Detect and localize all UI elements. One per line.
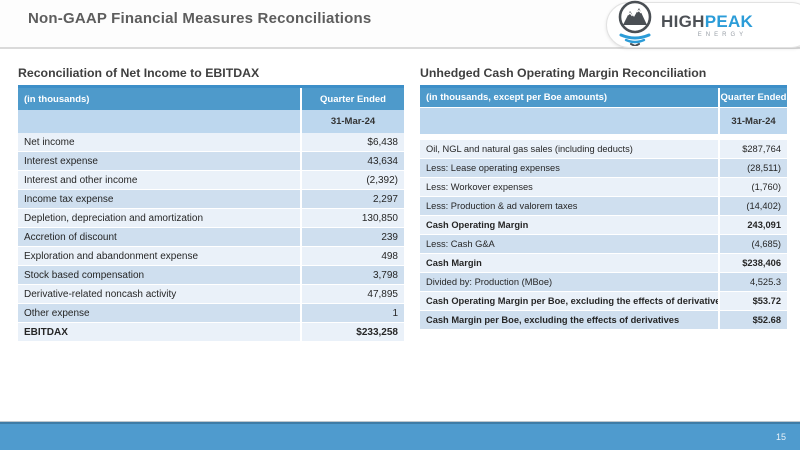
row-label: Less: Lease operating expenses xyxy=(426,163,560,173)
table-row: Less: Workover expenses (1,760) xyxy=(420,178,787,197)
table-row: EBITDAX $233,258 xyxy=(18,323,404,342)
table-row: Interest expense 43,634 xyxy=(18,152,404,171)
row-label: Interest expense xyxy=(24,155,98,167)
brand-text: HIGHPEAK ENERGY xyxy=(661,13,753,38)
table-body: Oil, NGL and natural gas sales (includin… xyxy=(420,140,787,330)
row-value: 1 xyxy=(300,304,404,322)
units-header: (in thousands) xyxy=(24,93,90,105)
table-row: Accretion of discount 239 xyxy=(18,228,404,247)
brand-peak: PEAK xyxy=(704,11,754,31)
row-value: $53.72 xyxy=(718,292,787,310)
row-label: Stock based compensation xyxy=(24,269,145,281)
row-value: (4,685) xyxy=(718,235,787,253)
slide-title: Non-GAAP Financial Measures Reconciliati… xyxy=(28,10,372,27)
table-row: Less: Lease operating expenses (28,511) xyxy=(420,159,787,178)
company-logo: HIGHPEAK ENERGY xyxy=(606,0,800,51)
row-value: 130,850 xyxy=(300,209,404,227)
page-number: 15 xyxy=(775,432,786,442)
brand-wordmark: HIGHPEAK xyxy=(661,13,753,30)
table-row: Depletion, depreciation and amortization… xyxy=(18,209,404,228)
row-label: Interest and other income xyxy=(24,174,138,186)
row-label: Derivative-related noncash activity xyxy=(24,288,177,300)
row-value: (14,402) xyxy=(718,197,787,215)
row-label: Cash Operating Margin per Boe, excluding… xyxy=(426,296,718,306)
row-value: 243,091 xyxy=(718,216,787,234)
row-value: 3,798 xyxy=(300,266,404,284)
mountain-logo-icon xyxy=(615,0,655,51)
row-label: Less: Workover expenses xyxy=(426,182,533,192)
period-header: Quarter Ended xyxy=(300,88,404,110)
row-label: Other expense xyxy=(24,307,90,319)
row-value: $238,406 xyxy=(718,254,787,272)
row-value: $287,764 xyxy=(718,140,787,158)
table-row: Derivative-related noncash activity 47,8… xyxy=(18,285,404,304)
row-label: Less: Cash G&A xyxy=(426,239,495,249)
row-value: $52.68 xyxy=(718,311,787,329)
row-label: Cash Operating Margin xyxy=(426,220,529,230)
row-value: (28,511) xyxy=(718,159,787,177)
period-date: 31-Mar-24 xyxy=(300,110,404,133)
row-value: $6,438 xyxy=(300,133,404,151)
table-row: Less: Production & ad valorem taxes (14,… xyxy=(420,197,787,216)
row-label: Income tax expense xyxy=(24,193,114,205)
row-label: Oil, NGL and natural gas sales (includin… xyxy=(426,144,633,154)
table-subheader-row: 31-Mar-24 xyxy=(18,110,404,133)
table-row: Less: Cash G&A (4,685) xyxy=(420,235,787,254)
footer-bar: 15 xyxy=(0,421,800,450)
table-row: Exploration and abandonment expense 498 xyxy=(18,247,404,266)
row-label: Divided by: Production (MBoe) xyxy=(426,277,553,287)
period-header: Quarter Ended xyxy=(718,88,787,107)
table-header-row: (in thousands, except per Boe amounts) Q… xyxy=(420,88,787,107)
row-value: 4,525.3 xyxy=(718,273,787,291)
period-date: 31-Mar-24 xyxy=(718,108,787,134)
row-value: 43,634 xyxy=(300,152,404,170)
table-header-row: (in thousands) Quarter Ended xyxy=(18,88,404,110)
row-label: Depletion, depreciation and amortization xyxy=(24,212,203,224)
units-header: (in thousands, except per Boe amounts) xyxy=(426,92,608,103)
table-row: Cash Operating Margin per Boe, excluding… xyxy=(420,292,787,311)
table-body: Net income $6,438 Interest expense 43,63… xyxy=(18,133,404,342)
row-value: $233,258 xyxy=(300,323,404,341)
cash-margin-reconciliation-table: Unhedged Cash Operating Margin Reconcili… xyxy=(420,65,787,330)
table-row: Divided by: Production (MBoe) 4,525.3 xyxy=(420,273,787,292)
ebitdax-reconciliation-table: Reconciliation of Net Income to EBITDAX … xyxy=(18,65,404,342)
table-title: Unhedged Cash Operating Margin Reconcili… xyxy=(420,66,707,80)
row-label: Net income xyxy=(24,136,75,148)
empty-cell xyxy=(420,108,718,134)
title-underline xyxy=(18,85,404,88)
row-label: EBITDAX xyxy=(24,326,68,338)
row-label: Cash Margin per Boe, excluding the effec… xyxy=(426,315,680,325)
table-subheader-row: 31-Mar-24 xyxy=(420,108,787,134)
table-row: Interest and other income (2,392) xyxy=(18,171,404,190)
table-row: Net income $6,438 xyxy=(18,133,404,152)
row-value: 239 xyxy=(300,228,404,246)
row-label: Cash Margin xyxy=(426,258,482,268)
row-value: (1,760) xyxy=(718,178,787,196)
row-value: (2,392) xyxy=(300,171,404,189)
row-value: 498 xyxy=(300,247,404,265)
empty-cell xyxy=(18,110,300,133)
title-underline xyxy=(420,85,787,88)
table-row: Oil, NGL and natural gas sales (includin… xyxy=(420,140,787,159)
row-label: Accretion of discount xyxy=(24,231,117,243)
table-row: Cash Operating Margin 243,091 xyxy=(420,216,787,235)
table-row: Stock based compensation 3,798 xyxy=(18,266,404,285)
table-row: Income tax expense 2,297 xyxy=(18,190,404,209)
row-value: 47,895 xyxy=(300,285,404,303)
row-label: Less: Production & ad valorem taxes xyxy=(426,201,578,211)
table-row: Cash Margin per Boe, excluding the effec… xyxy=(420,311,787,330)
brand-high: HIGH xyxy=(661,11,705,31)
row-label: Exploration and abandonment expense xyxy=(24,250,199,262)
row-value: 2,297 xyxy=(300,190,404,208)
brand-energy-label: ENERGY xyxy=(697,31,748,38)
table-title: Reconciliation of Net Income to EBITDAX xyxy=(18,66,260,80)
table-row: Other expense 1 xyxy=(18,304,404,323)
table-row: Cash Margin $238,406 xyxy=(420,254,787,273)
